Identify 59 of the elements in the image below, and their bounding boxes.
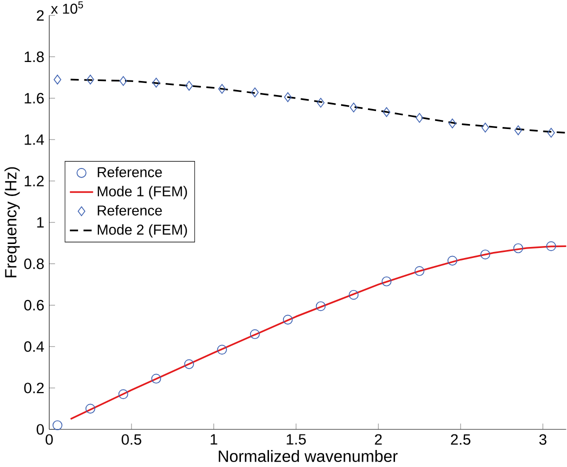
point [316,98,325,108]
point [480,250,490,260]
point [54,74,62,85]
point [416,113,424,123]
text: x 10$^{5}$ [51,2,83,14]
point [447,256,458,266]
point [513,244,524,254]
point [382,276,392,287]
legend-label: Mode 1 (FEM) [98,186,187,200]
point [152,78,160,88]
point [120,76,128,86]
y-tick-label: 1.4 [24,134,44,145]
point [185,81,193,91]
point [448,118,456,129]
point [547,128,555,138]
point [184,360,194,370]
point [350,102,358,113]
point [316,302,326,312]
y-axis-title: Frequency (Hz) [4,167,20,278]
y-tick-label: 1 [37,217,44,228]
y-tick-label: 1.6 [24,93,44,104]
point [85,404,96,414]
x-tick-label: 2.5 [450,434,470,445]
x-tick-label: 1.5 [286,434,306,445]
x-tick-label: 3 [539,434,546,445]
point [151,374,162,384]
point [382,107,390,118]
point [52,420,62,430]
y-tick-label: 1.2 [24,176,44,186]
y-tick-label: 2 [36,10,44,21]
point [482,122,490,133]
legend-label: Mode 2 (FEM) [98,224,187,238]
point [282,315,293,325]
x-axis-title: Normalized wavenumber [218,450,398,462]
y-tick-label: 0.4 [24,342,44,352]
line-series [70,78,567,134]
point [251,88,259,98]
point [217,345,227,355]
y-tick-label: 0.8 [24,258,44,270]
y-tick-label: 1.8 [24,52,44,62]
x-tick-label: 2 [374,434,382,445]
legend-label: Reference [98,205,162,216]
y-tick-label: 0 [36,424,44,435]
x-tick-label: 1 [210,434,218,445]
point [514,126,522,136]
point [414,266,424,276]
point [546,242,556,252]
point [218,84,226,94]
line-series [70,246,567,420]
point [348,290,359,300]
point [284,92,292,102]
point [86,74,94,85]
point [118,390,128,400]
y-tick-label: 0.6 [24,300,44,311]
x-tick-label: 0.5 [122,434,142,445]
x-tick-label: 0 [46,434,53,445]
legend-label: Reference [98,166,162,178]
y-tick-label: 0.2 [24,382,44,394]
point [250,330,260,340]
